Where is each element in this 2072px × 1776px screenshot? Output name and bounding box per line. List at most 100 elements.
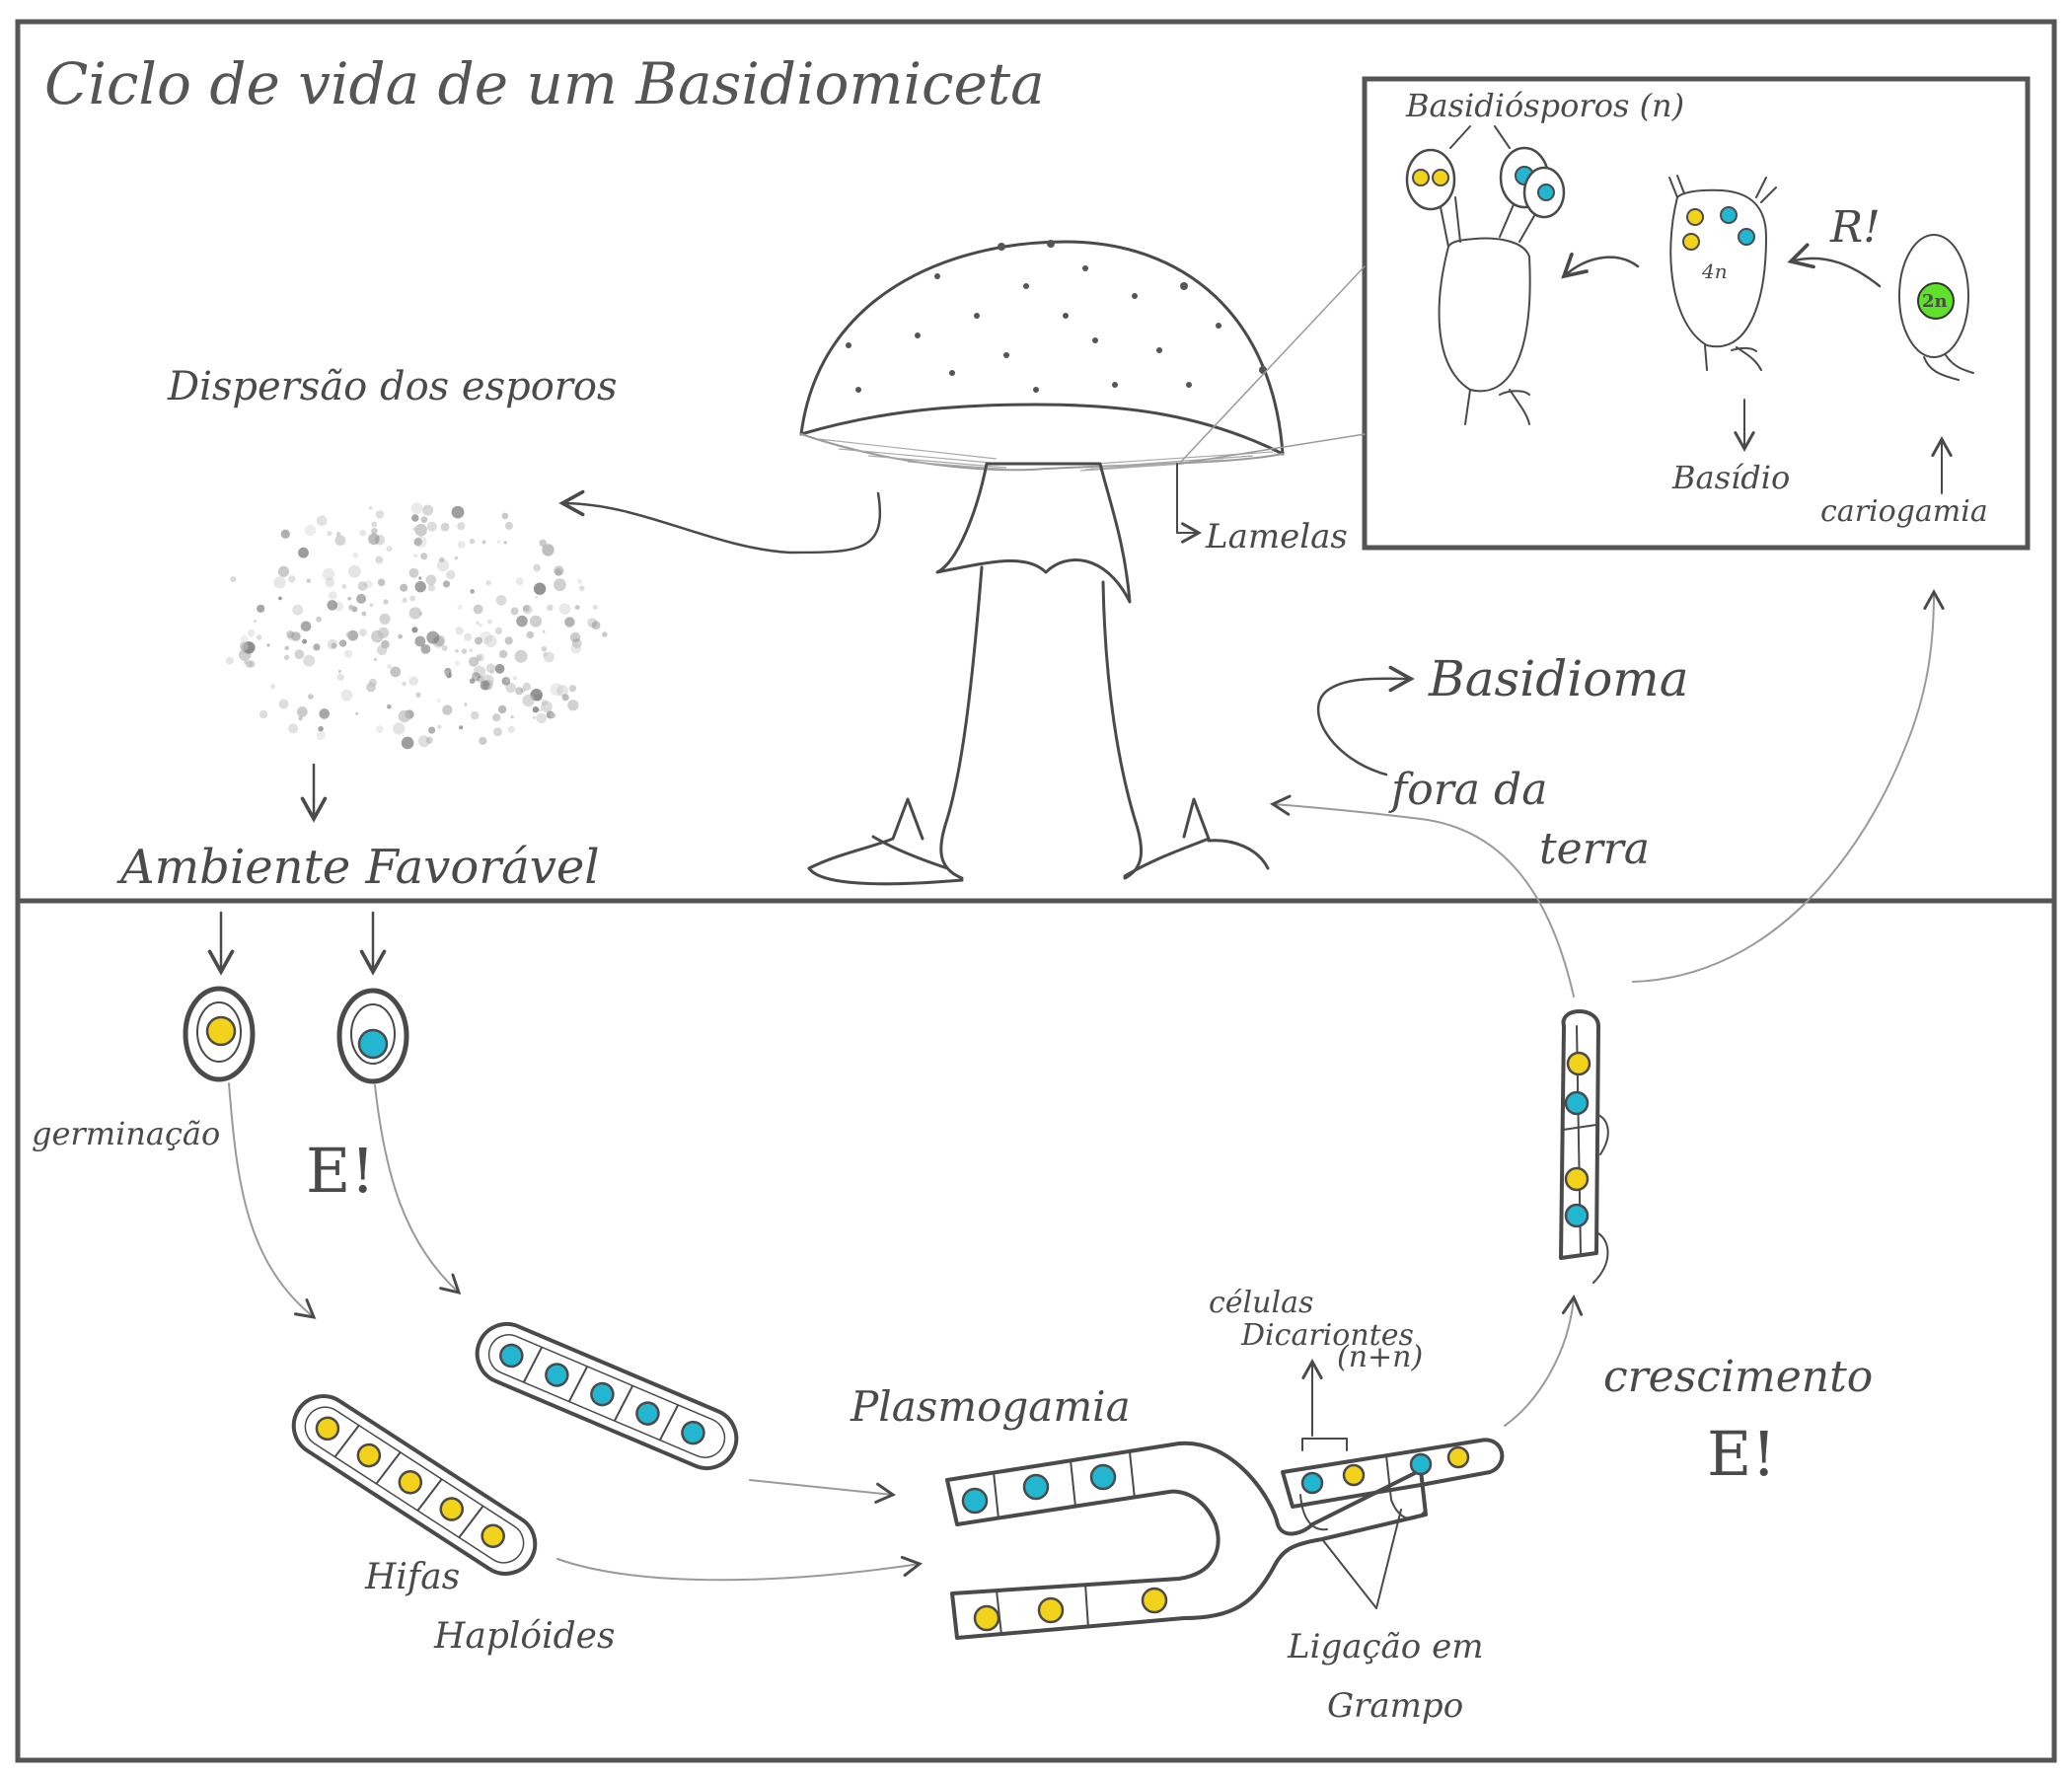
spore-dot: [554, 578, 566, 592]
spore-dot: [277, 565, 290, 577]
spore-dot: [414, 536, 427, 549]
dispersal-label: Dispersão dos esporos: [167, 364, 618, 409]
spore-dot: [298, 547, 309, 558]
spore-dot: [322, 567, 335, 581]
spore-cloud: [225, 502, 608, 750]
spore-dot: [498, 649, 508, 659]
spore-dot: [418, 576, 422, 580]
spore-dot: [535, 694, 543, 702]
spore-dot: [471, 710, 480, 720]
spore-dot: [368, 533, 380, 546]
spore-dot: [334, 535, 346, 546]
spore-dot: [497, 704, 507, 714]
spore-dot: [470, 589, 476, 594]
spore-dot: [436, 699, 441, 703]
spore-dot: [316, 730, 326, 741]
arrow-spore-yellow-to-hypha: [228, 1082, 317, 1319]
haploid-hypha-yellow-cells: [315, 1416, 505, 1548]
spore-dot: [230, 576, 237, 582]
spore-dot: [286, 630, 294, 638]
spore-dot: [417, 735, 430, 748]
septum: [333, 1425, 360, 1458]
spore-dot: [558, 603, 571, 615]
spore-dot: [375, 510, 385, 519]
spore-dot: [428, 726, 436, 734]
basidium-label: Basídio: [1671, 459, 1790, 496]
spore-dot: [308, 694, 314, 700]
spore-dot: [414, 581, 426, 593]
spore-dot: [294, 649, 305, 660]
spore-dot: [541, 701, 553, 712]
spore-dot: [278, 699, 289, 709]
spore-dot: [515, 687, 524, 696]
growing-dikaryotic-hypha: [1559, 1009, 1609, 1284]
arrow-dikaryon-to-growth: [1504, 1294, 1584, 1427]
spore-dot: [296, 706, 308, 717]
spore-dot: [327, 600, 338, 611]
spore-dot: [348, 604, 354, 611]
basidiospores-pointers: [1449, 125, 1511, 149]
nucleus: [439, 1497, 464, 1521]
nucleus: [356, 1443, 382, 1468]
nucleus: [681, 1420, 705, 1445]
septum: [416, 1478, 443, 1512]
spore-dot: [472, 672, 481, 682]
spore-dot: [455, 661, 460, 666]
outer-frame: [15, 19, 2057, 1763]
mushroom-annulus: [935, 462, 1132, 604]
spore-dot: [377, 578, 386, 587]
spore-dot: [533, 582, 547, 595]
spore-dot: [422, 504, 434, 516]
dikaryotic-hypha: [1281, 1438, 1505, 1531]
spore-dot: [402, 681, 407, 687]
spore-dot: [542, 544, 555, 556]
spore-dot: [457, 522, 466, 531]
arrow-karyogamy-to-basidium: [1787, 243, 1882, 288]
nucleus: [499, 1343, 524, 1369]
spore-dot: [329, 591, 337, 600]
lamellae-arrow: [1176, 463, 1203, 544]
nucleus: [590, 1381, 615, 1407]
spore-dot: [409, 595, 415, 602]
mushroom-cap-edge: [800, 433, 1284, 472]
spore-dot: [457, 541, 466, 549]
haploid-hypha-cyan-cells: [499, 1343, 705, 1445]
spore-dot: [359, 629, 367, 636]
spore-dot: [432, 636, 445, 648]
spore-dot: [570, 642, 581, 654]
septum: [613, 1384, 634, 1422]
spore-dot: [461, 648, 468, 654]
spore-dot: [522, 604, 533, 615]
spore-dot: [335, 532, 341, 537]
septum: [458, 1505, 484, 1538]
mature-basidium: [1405, 146, 1566, 425]
spore-dot: [266, 643, 270, 647]
spore-dot: [547, 604, 554, 611]
basidiospore: [1405, 148, 1456, 211]
spore-dot: [568, 685, 577, 693]
spore-cyan: [336, 988, 409, 1084]
spore-dot: [579, 585, 585, 592]
spore-dot: [493, 727, 502, 737]
clamp-pointers: [1321, 1509, 1402, 1609]
basidioma-label: Basidioma: [1428, 650, 1689, 707]
lamellae-pointer: [1178, 265, 1366, 465]
spore-dot: [544, 651, 555, 663]
spore-dot: [533, 563, 541, 572]
spore-dot: [591, 621, 601, 629]
mushroom-basidioma: [799, 240, 1285, 886]
spore-dot: [302, 638, 308, 644]
spore-dot: [526, 630, 534, 639]
spore-dot: [359, 529, 366, 537]
spore-dot: [440, 522, 450, 532]
spore-dot: [487, 686, 491, 690]
spore-dot: [269, 684, 276, 690]
clamp-label-1: Ligação em: [1287, 1627, 1483, 1666]
spore-dot: [550, 712, 556, 718]
dikaryotic-label-1: células: [1209, 1286, 1313, 1320]
above-ground-label-2: terra: [1539, 824, 1650, 874]
spore-dot: [408, 567, 419, 578]
spore-dot: [240, 635, 249, 643]
spore-dot: [561, 694, 569, 702]
spore-dot: [347, 596, 352, 601]
